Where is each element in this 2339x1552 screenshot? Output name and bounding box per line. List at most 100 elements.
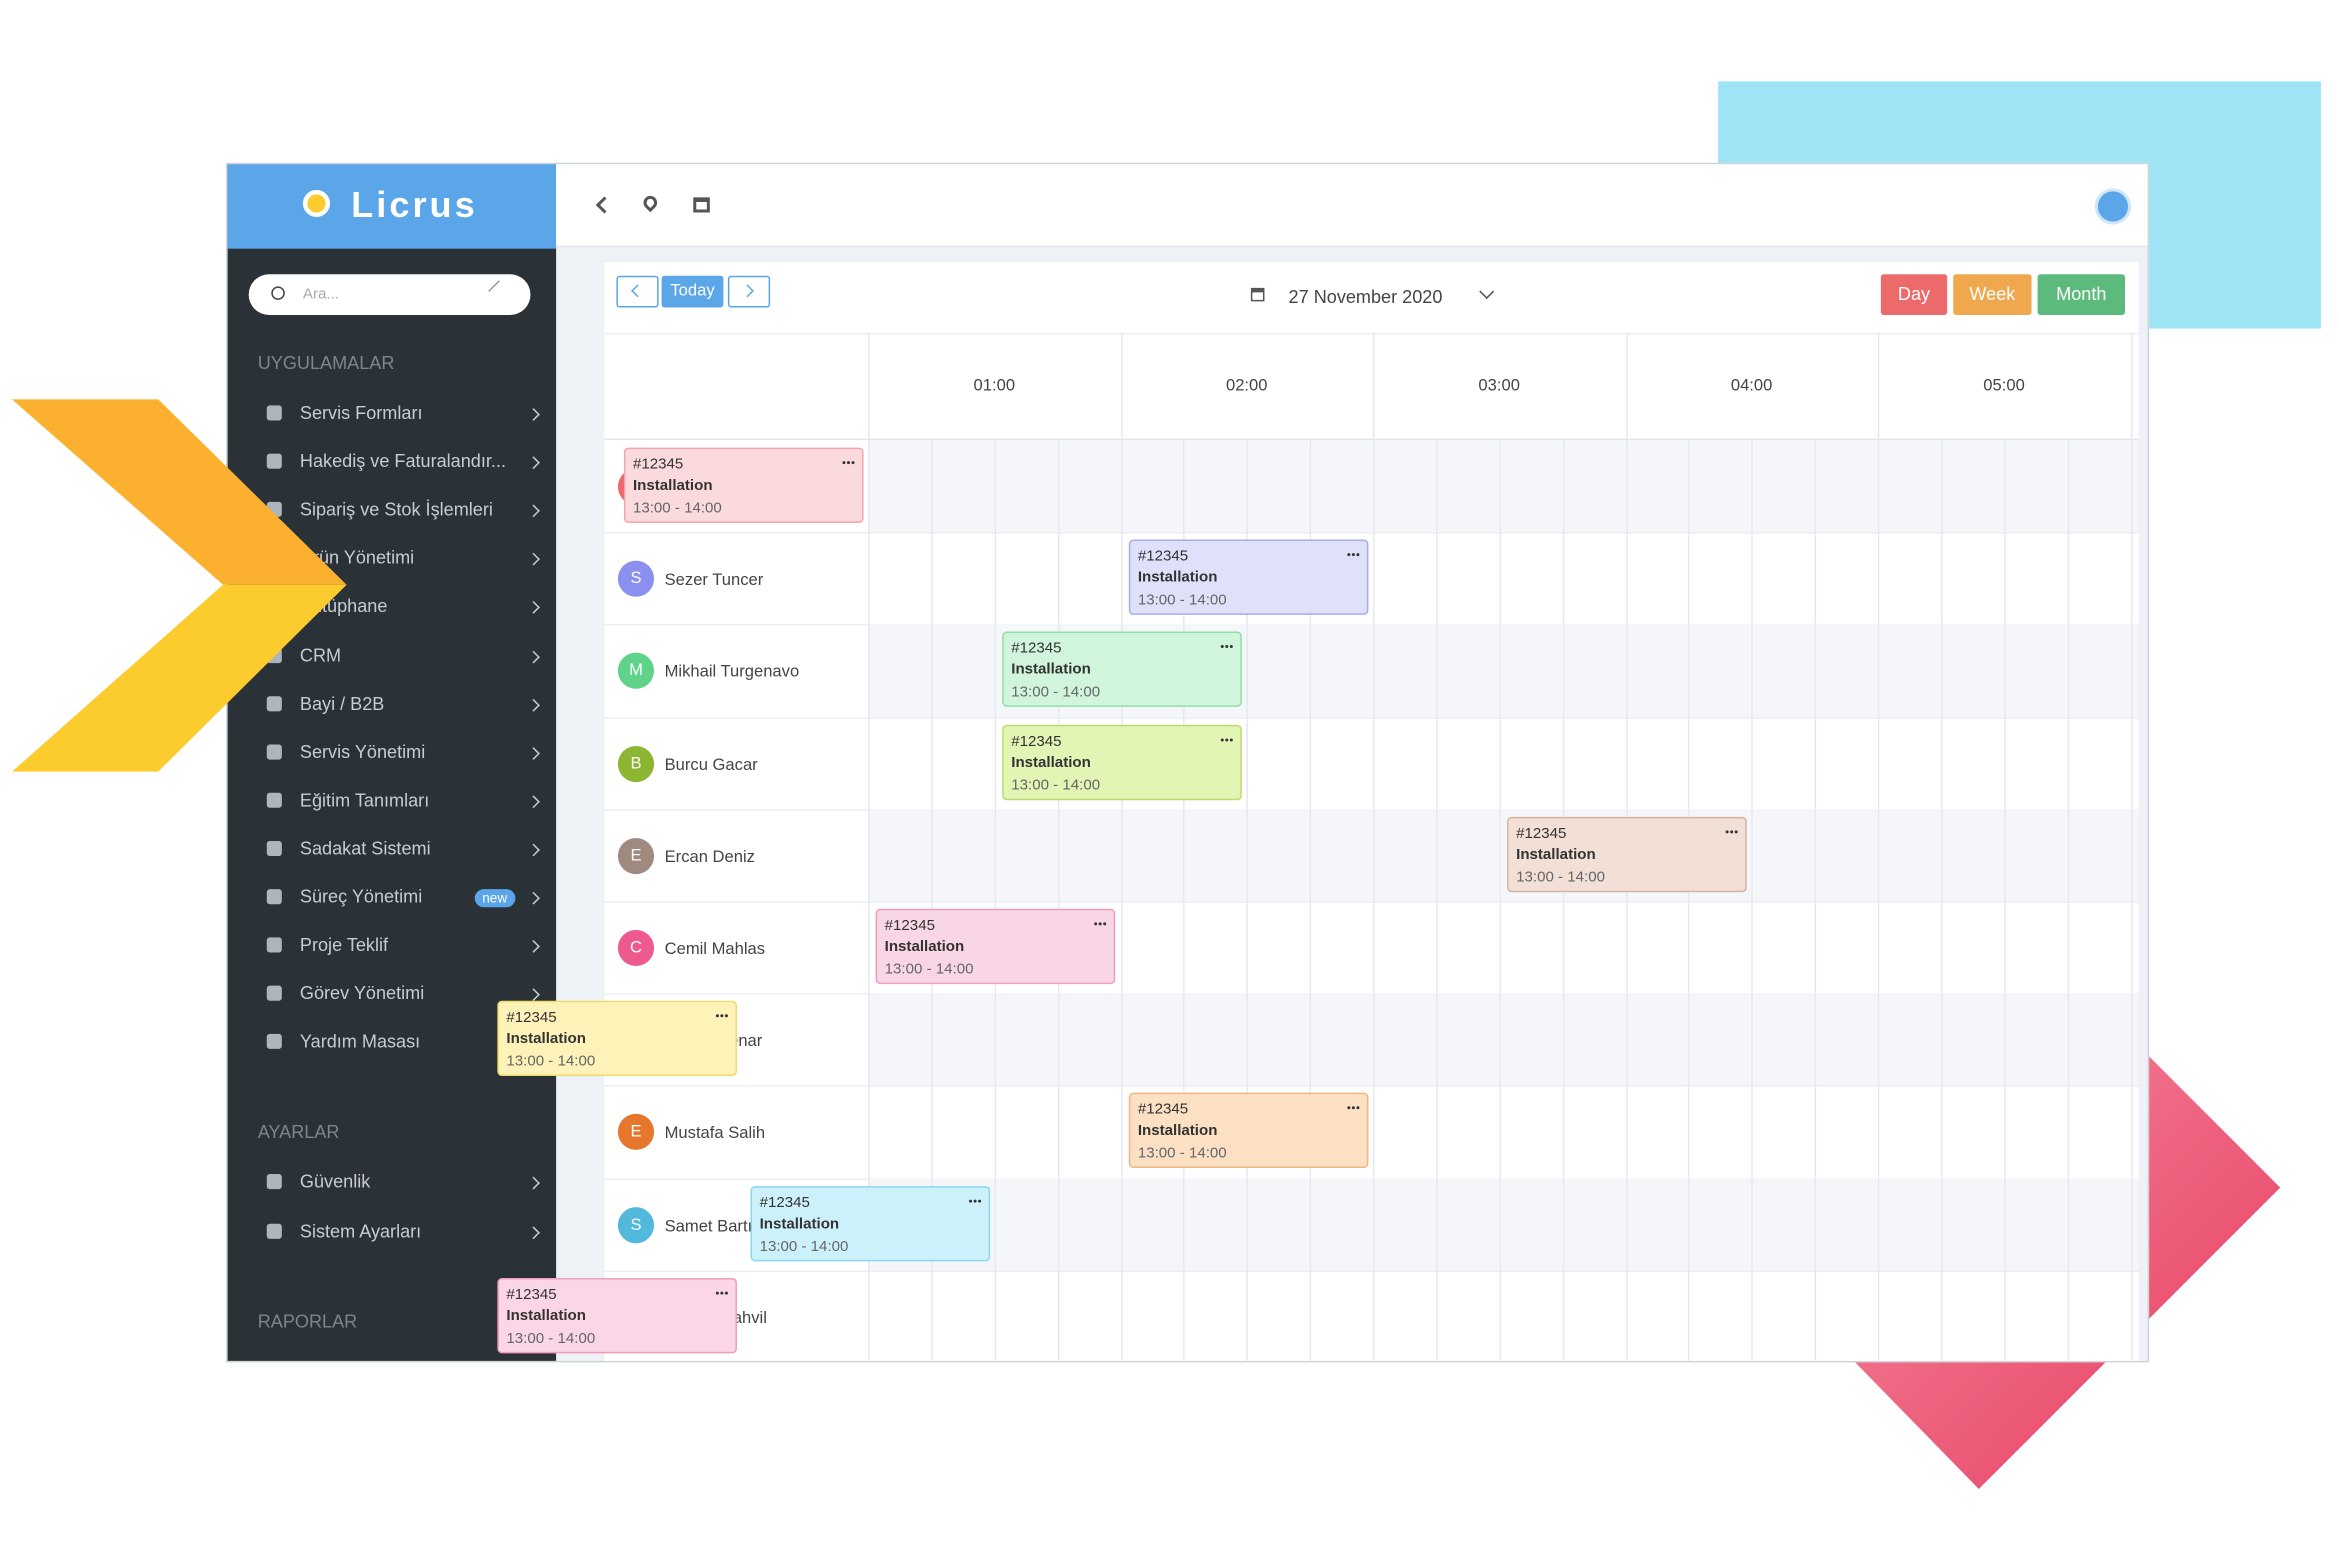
grid-line bbox=[1120, 333, 1123, 1361]
event-time: 13:00 - 14:00 bbox=[1011, 777, 1101, 794]
event-id: #12345 bbox=[884, 917, 935, 935]
menu-dot bbox=[720, 1291, 724, 1295]
menu-dot bbox=[1225, 645, 1229, 649]
chevron bbox=[527, 940, 540, 953]
nav-icon bbox=[266, 695, 282, 711]
menu-dot bbox=[1725, 830, 1729, 834]
menu-dot bbox=[724, 1291, 728, 1295]
event[interactable]: #12345 Installation 13:00 - 14:00 bbox=[875, 908, 1116, 985]
nav-icon bbox=[266, 453, 282, 469]
nav-item[interactable]: Sistem Ayarları bbox=[228, 1211, 557, 1253]
nav-item[interactable]: Servis Formları bbox=[228, 393, 557, 435]
menu-dot bbox=[1098, 922, 1102, 926]
nav-icon bbox=[266, 1174, 282, 1190]
event-id: #12345 bbox=[1137, 548, 1189, 566]
menu-dot bbox=[1734, 830, 1738, 834]
chevron bbox=[527, 795, 540, 808]
event[interactable]: #12345 Installation 13:00 - 14:00 bbox=[750, 1185, 991, 1261]
menu-dot bbox=[1103, 922, 1107, 926]
chevron bbox=[527, 456, 540, 470]
back-button[interactable] bbox=[595, 196, 613, 214]
nav-icon bbox=[266, 889, 282, 905]
resource-name: Sezer Tuncer bbox=[664, 571, 764, 590]
grid-line bbox=[1057, 440, 1059, 1361]
event-time: 13:00 - 14:00 bbox=[632, 500, 722, 517]
today-button[interactable]: Today bbox=[661, 275, 724, 308]
resource-name: Mustafa Salih bbox=[664, 1124, 766, 1143]
nav-item[interactable]: Eğitim Tanımları bbox=[228, 780, 557, 822]
hour-label: 02:00 bbox=[1225, 376, 1268, 395]
event[interactable]: #12345 Installation 13:00 - 14:00 bbox=[623, 447, 864, 523]
hour-label: 01:00 bbox=[973, 376, 1016, 395]
nav-item[interactable]: Sadakat Sistemi bbox=[228, 829, 557, 871]
nav-icon bbox=[266, 550, 282, 566]
nav-label: Hakediş ve Faturalandır... bbox=[299, 450, 506, 472]
row-line bbox=[604, 901, 2139, 903]
app-window: Licrus Ara... UYGULAMALAR Servis Formları Ha… bbox=[226, 162, 2150, 1363]
nav-item[interactable]: Servis Raporları bbox=[228, 1351, 557, 1361]
event[interactable]: #12345 Installation 13:00 - 14:00 bbox=[1002, 724, 1242, 800]
nav-item[interactable]: Bayi / B2B bbox=[228, 684, 557, 726]
user-avatar[interactable] bbox=[2094, 188, 2132, 225]
menu-dot bbox=[1225, 737, 1229, 741]
row-band bbox=[868, 440, 2139, 533]
resource-name: Ercan Deniz bbox=[664, 848, 755, 867]
nav-item[interactable]: Proje Teklif bbox=[228, 925, 557, 967]
chevron bbox=[527, 1225, 540, 1239]
menu-dot bbox=[973, 1199, 977, 1203]
nav-item[interactable]: Servis Yönetimi bbox=[228, 732, 557, 774]
nav-item[interactable]: Sipariş ve Stok İşlemleri bbox=[228, 490, 557, 532]
nav-item[interactable]: Güvenlik bbox=[228, 1163, 557, 1205]
next-button[interactable] bbox=[727, 275, 771, 308]
event-id: #12345 bbox=[1011, 733, 1062, 750]
event[interactable]: #12345 Installation 13:00 - 14:00 bbox=[497, 1277, 737, 1354]
badge: new bbox=[474, 889, 515, 908]
nav-label: Güvenlik bbox=[299, 1171, 371, 1193]
menu-dot bbox=[1356, 553, 1360, 557]
event-time: 13:00 - 14:00 bbox=[1011, 684, 1101, 702]
view-button[interactable]: Month bbox=[2037, 274, 2125, 315]
chevron bbox=[527, 601, 540, 615]
clear-icon bbox=[488, 280, 510, 302]
grid-line bbox=[1814, 440, 1817, 1361]
nav-item[interactable]: Yardım Masası bbox=[228, 1022, 557, 1064]
nav-item[interactable]: Görev Yönetimi bbox=[228, 974, 557, 1016]
grid-line bbox=[1688, 440, 1691, 1361]
date-label[interactable]: 27 November 2020 bbox=[1288, 286, 1443, 308]
nav-item[interactable]: Ürün Yönetimi bbox=[228, 538, 557, 580]
grid-line bbox=[1436, 440, 1438, 1361]
date-dropdown[interactable] bbox=[1479, 284, 1495, 300]
event[interactable]: #12345 Installation 13:00 - 14:00 bbox=[1128, 1093, 1369, 1169]
grid-line bbox=[994, 440, 996, 1361]
avatar: C bbox=[617, 929, 655, 967]
nav-item[interactable]: Süreç Yönetimi new bbox=[228, 877, 557, 919]
calendar-icon[interactable] bbox=[693, 197, 710, 213]
search-box[interactable]: Ara... bbox=[248, 274, 531, 315]
section-title: RAPORLAR bbox=[257, 1310, 358, 1332]
calendar-card: Today 27 November 2020 Day Week Month 01:00 02… bbox=[497, 262, 2139, 1361]
row-line bbox=[604, 1085, 2139, 1088]
event[interactable]: #12345 Installation 13:00 - 14:00 bbox=[1128, 539, 1369, 616]
event-title: Installation bbox=[1137, 1123, 1218, 1140]
view-button[interactable]: Day bbox=[1880, 274, 1948, 315]
event[interactable]: #12345 Installation 13:00 - 14:00 bbox=[497, 1000, 737, 1077]
row-band bbox=[868, 1177, 2139, 1271]
arrow bbox=[631, 284, 644, 298]
event[interactable]: #12345 Installation 13:00 - 14:00 bbox=[1002, 632, 1242, 708]
menu-dot bbox=[724, 1014, 728, 1018]
nav-item[interactable]: Hakediş ve Faturalandır... bbox=[228, 442, 557, 484]
nav-item[interactable]: Kütüphane bbox=[228, 587, 557, 629]
date-icon bbox=[1250, 287, 1265, 302]
prev-button[interactable] bbox=[616, 275, 659, 308]
section-title: AYARLAR bbox=[257, 1121, 340, 1143]
event-title: Installation bbox=[1011, 662, 1091, 679]
nav-label: Bayi / B2B bbox=[299, 692, 385, 714]
nav-item[interactable]: CRM bbox=[228, 635, 557, 677]
event-id: #12345 bbox=[506, 1010, 557, 1027]
view-button[interactable]: Week bbox=[1953, 274, 2032, 315]
location-icon[interactable] bbox=[640, 193, 660, 213]
nav-label: Ürün Yönetimi bbox=[299, 547, 415, 569]
event[interactable]: #12345 Installation 13:00 - 14:00 bbox=[1507, 816, 1747, 892]
nav-label: Yardım Masası bbox=[299, 1031, 421, 1053]
